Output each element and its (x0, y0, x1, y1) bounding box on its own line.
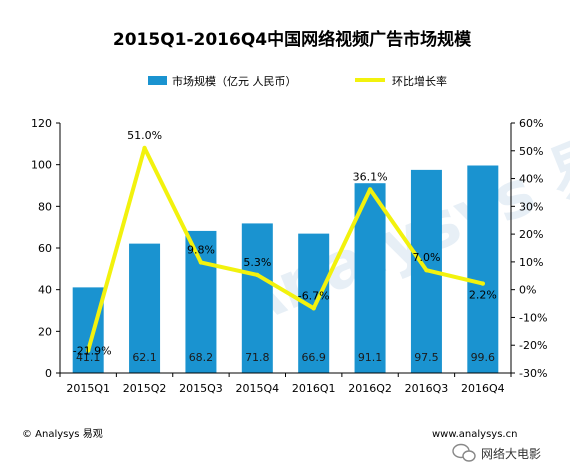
axes: 0 20 40 60 80 100 120 -30% -20% -10% 0% 10% 20% 30% 40… (31, 117, 547, 395)
x-tick-label: 2016Q1 (292, 382, 336, 395)
y-right-tick-label: 30% (519, 200, 543, 213)
y-left-tick-label: 60 (38, 242, 52, 255)
growth-rate-point-2016Q2 (367, 187, 373, 192)
x-tick-label: 2016Q3 (405, 382, 449, 395)
y-left-tick-label: 100 (31, 159, 52, 172)
x-tick-label: 2016Q2 (348, 382, 392, 395)
line-value-label: 36.1% (353, 170, 388, 183)
bar-value-label: 71.8 (245, 351, 270, 364)
growth-rate-point-2015Q2 (142, 145, 147, 151)
y-left-tick-label: 20 (38, 325, 52, 338)
x-tick-label: 2015Q1 (66, 382, 110, 395)
legend-bar-swatch (148, 76, 167, 85)
line-value-label: -6.7% (298, 289, 330, 302)
line-value-label: 2.2% (469, 289, 497, 302)
footer-account: 网络大电影 (481, 446, 541, 461)
watermark-text: Analysys 易观 (221, 99, 570, 344)
growth-rate-point-2016Q4 (480, 281, 486, 286)
footer-url: www.analysys.cn (432, 429, 517, 440)
bar-value-label: 99.6 (471, 351, 496, 364)
line-series (85, 145, 486, 353)
y-left-tick-label: 120 (31, 117, 52, 130)
growth-rate-line (86, 146, 485, 353)
y-right-tick-label: 0% (519, 284, 536, 297)
growth-rate-point-2016Q3 (424, 268, 429, 273)
y-right-tick-label: 50% (519, 145, 543, 158)
bar-2015Q4 (241, 223, 273, 373)
growth-rate-point-2015Q1 (85, 348, 91, 353)
growth-rate-point-2015Q4 (255, 272, 260, 278)
bar-value-label: 62.1 (132, 351, 157, 364)
legend: 市场规模（亿元 人民币） 环比增长率 (148, 74, 447, 88)
line-value-label: 7.0% (412, 251, 440, 264)
y-right-tick-label: 10% (519, 256, 543, 269)
legend-bar-label: 市场规模（亿元 人民币） (172, 74, 297, 88)
y-right-tick-label: 60% (519, 117, 543, 130)
growth-rate-point-2016Q1 (311, 306, 316, 311)
line-value-label: 51.0% (127, 129, 162, 142)
y-left-tick-label: 40 (38, 284, 52, 297)
legend-line-label: 环比增长率 (392, 74, 447, 88)
line-value-label: 9.8% (187, 243, 215, 256)
x-tick-label: 2016Q4 (461, 382, 505, 395)
bar-value-label: 66.9 (301, 351, 326, 364)
footer-source: © Analysys 易观 (22, 428, 103, 440)
bar-2015Q1 (72, 287, 104, 373)
wechat-icon (452, 443, 476, 462)
y-left-tick-label: 0 (45, 367, 52, 380)
y-right-tick-label: -30% (519, 367, 547, 380)
line-value-label: 5.3% (243, 256, 271, 269)
bar-2015Q2 (129, 243, 161, 373)
x-tick-label: 2015Q4 (235, 382, 279, 395)
y-left-tick-label: 80 (38, 200, 52, 213)
y-right-tick-label: -10% (519, 311, 547, 324)
growth-rate-point-2015Q3 (198, 260, 204, 265)
data-labels: 41.1 62.1 68.2 71.8 66.9 91.1 97.5 99.6 -21.9% 51… (73, 129, 497, 364)
y-right-tick-label: 20% (519, 228, 543, 241)
line-value-label: -21.9% (73, 345, 112, 358)
bar-2015Q3 (185, 230, 217, 373)
bar-2016Q4 (467, 165, 499, 373)
y-right-tick-label: 40% (519, 173, 543, 186)
x-tick-label: 2015Q2 (123, 382, 167, 395)
chart-title: 2015Q1-2016Q4中国网络视频广告市场规模 (113, 29, 472, 50)
bar-value-label: 41.1 (76, 351, 101, 364)
y-right-tick-label: -20% (519, 339, 547, 352)
bar-value-label: 91.1 (358, 351, 383, 364)
bar-value-label: 97.5 (414, 351, 439, 364)
x-tick-label: 2015Q3 (179, 382, 223, 395)
bar-value-label: 68.2 (189, 351, 214, 364)
